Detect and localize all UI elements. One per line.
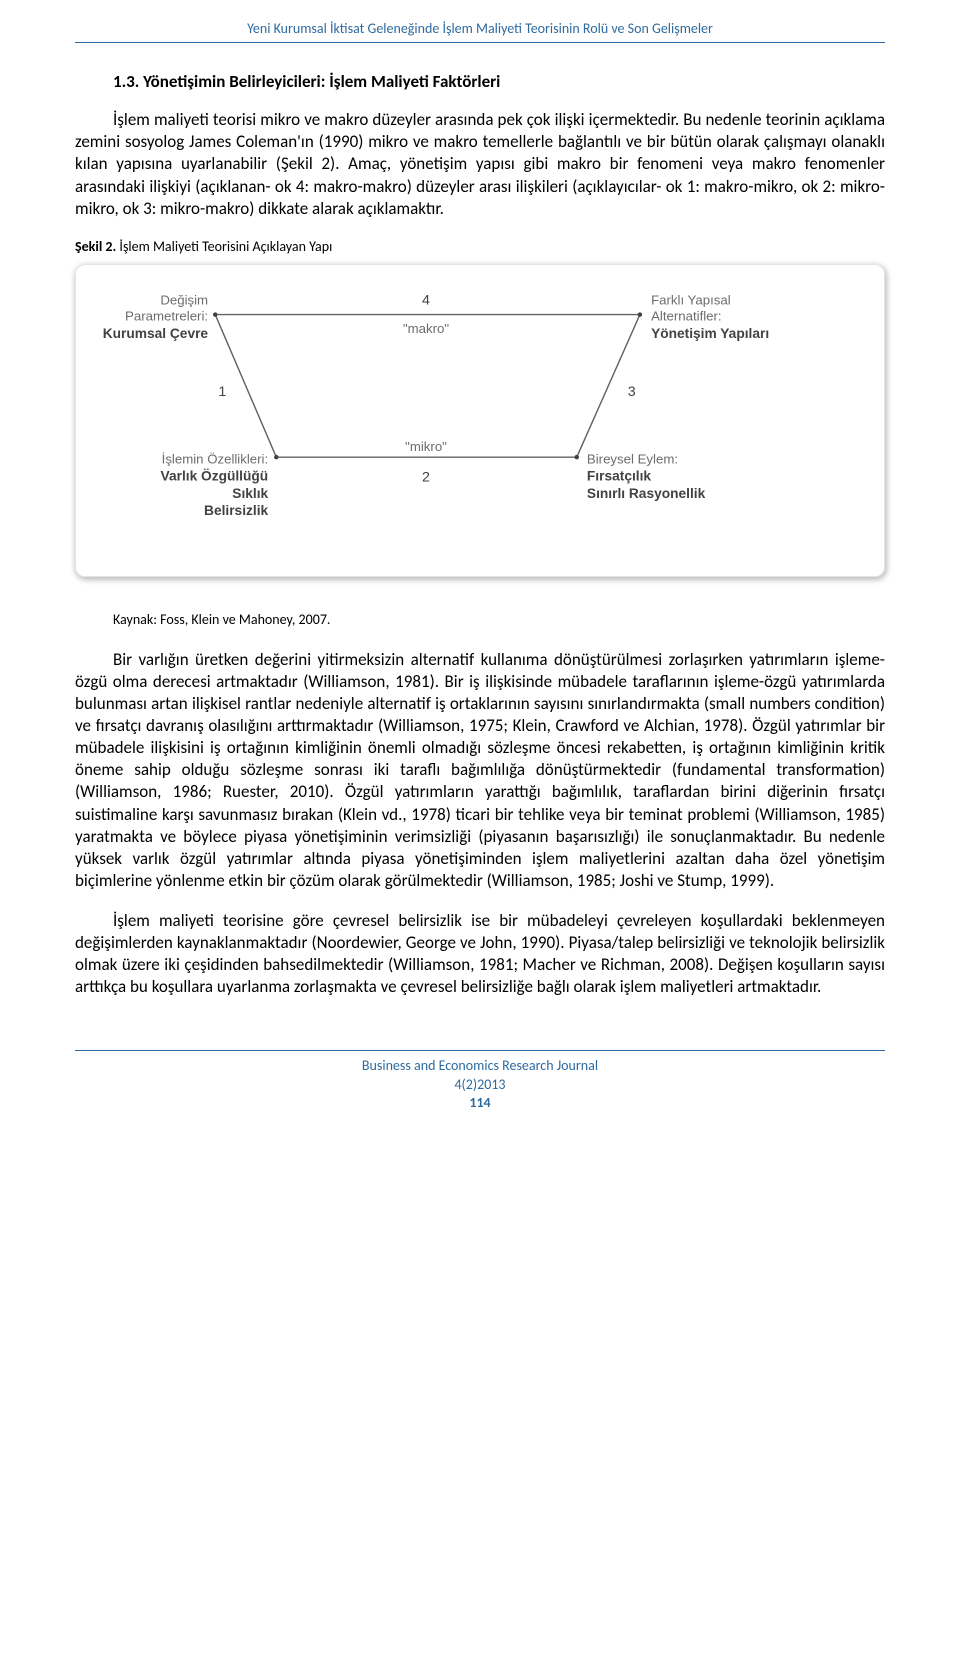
section-heading: 1.3. Yönetişimin Belirleyicileri: İşlem … — [75, 71, 885, 93]
edge-label-bottom: 2 — [422, 470, 430, 486]
node-tr-l3: Yönetişim Yapıları — [651, 326, 769, 341]
footer-page-number: 114 — [75, 1094, 885, 1112]
vertex-bl-dot — [274, 455, 278, 459]
figure-caption-text: İşlem Maliyeti Teorisini Açıklayan Yapı — [116, 238, 332, 255]
vertex-tr-dot — [638, 312, 642, 316]
figure-svg: 4 1 3 2 "makro" "mikro" Değişim Parametr… — [93, 282, 867, 547]
node-bl-l4: Belirsizlik — [204, 503, 268, 518]
figure-container: 4 1 3 2 "makro" "mikro" Değişim Parametr… — [75, 264, 885, 577]
paragraph-3: İşlem maliyeti teorisine göre çevresel b… — [75, 910, 885, 998]
edge-label-left: 1 — [218, 384, 226, 400]
figure-source: Kaynak: Foss, Klein ve Mahoney, 2007. — [75, 611, 885, 629]
node-br-l2: Fırsatçılık — [587, 469, 651, 484]
vertex-tl-dot — [213, 312, 217, 316]
paragraph-1: İşlem maliyeti teorisi mikro ve makro dü… — [75, 109, 885, 219]
node-bl-l1: İşlemin Özellikleri: — [162, 451, 269, 466]
level-macro: "makro" — [403, 321, 449, 336]
node-tl-l2: Parametreleri: — [125, 309, 208, 324]
edge-label-top: 4 — [422, 292, 430, 308]
paragraph-2: Bir varlığın üretken değerini yitirmeksi… — [75, 649, 885, 892]
footer-issue: 4(2)2013 — [75, 1076, 885, 1094]
node-bl-l2: Varlık Özgüllüğü — [161, 468, 269, 484]
node-tr-l1: Farklı Yapısal — [651, 292, 731, 307]
node-br-l1: Bireysel Eylem: — [587, 451, 678, 466]
node-bl-l3: Sıklık — [232, 486, 268, 501]
page-footer: Business and Economics Research Journal … — [75, 1050, 885, 1112]
running-head: Yeni Kurumsal İktisat Geleneğinde İşlem … — [75, 20, 885, 43]
node-br-l3: Sınırlı Rasyonellik — [587, 486, 706, 501]
figure-label: Şekil 2. — [75, 238, 116, 255]
level-micro: "mikro" — [405, 439, 447, 454]
footer-journal: Business and Economics Research Journal — [75, 1057, 885, 1075]
node-tl-l1: Değişim — [160, 292, 208, 307]
figure-caption: Şekil 2. İşlem Maliyeti Teorisini Açıkla… — [75, 238, 885, 256]
node-tl-l3: Kurumsal Çevre — [103, 326, 209, 341]
vertex-br-dot — [575, 455, 579, 459]
node-tr-l2: Alternatifler: — [651, 309, 722, 324]
edge-label-right: 3 — [628, 384, 636, 400]
